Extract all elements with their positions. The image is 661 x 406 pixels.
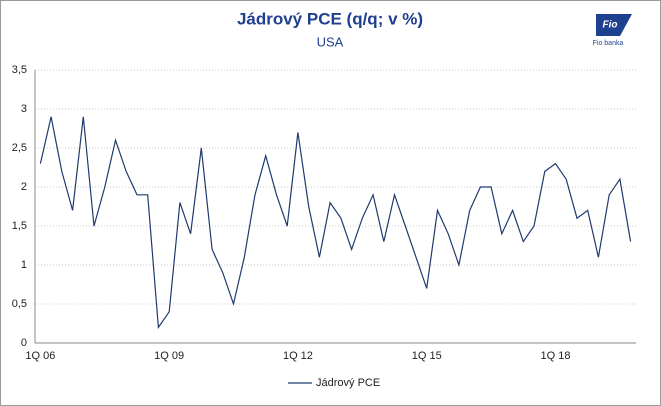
x-tick-label: 1Q 15 xyxy=(412,350,442,362)
series-line xyxy=(39,116,632,330)
logo-shape xyxy=(596,14,632,36)
y-tick-label: 1 xyxy=(21,259,27,271)
y-tick-label: 2,5 xyxy=(12,142,27,154)
x-tick-label: 1Q 06 xyxy=(25,350,55,362)
x-tick-label: 1Q 18 xyxy=(541,350,571,362)
logo: Fio Fio banka xyxy=(593,14,632,47)
y-tick-label: 3 xyxy=(21,103,27,115)
x-tick-label: 1Q 12 xyxy=(283,350,313,362)
y-tick-label: 0 xyxy=(21,337,27,349)
chart-subtitle: USA xyxy=(317,34,344,49)
logo-mark: Fio xyxy=(603,20,618,31)
y-tick-label: 0,5 xyxy=(12,298,27,310)
chart-title: Jádrový PCE (q/q; v %) xyxy=(237,9,423,28)
x-tick-label: 1Q 09 xyxy=(154,350,184,362)
legend-label: Jádrový PCE xyxy=(316,377,380,389)
y-tick-label: 1,5 xyxy=(12,220,27,232)
y-tick-label: 3,5 xyxy=(12,64,27,76)
logo-text: Fio banka xyxy=(593,40,624,47)
y-tick-label: 2 xyxy=(21,181,27,193)
